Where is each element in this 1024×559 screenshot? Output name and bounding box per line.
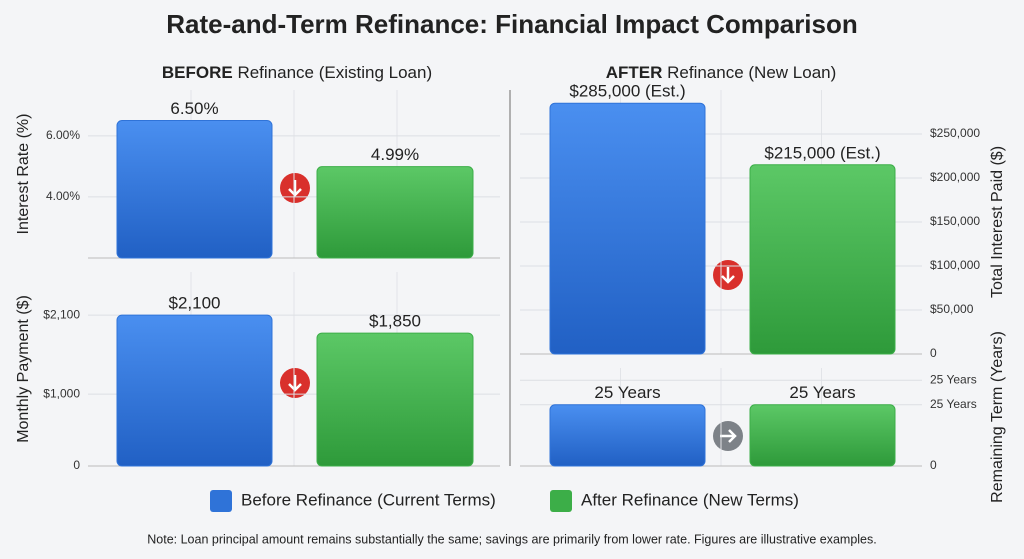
value-label: $1,850 — [369, 312, 421, 331]
y-tick-label: 0 — [930, 346, 937, 360]
y-tick-label: $100,000 — [930, 258, 980, 272]
y-tick-label: $200,000 — [930, 170, 980, 184]
y-tick-label: 0 — [73, 458, 80, 472]
note: Note: Loan principal amount remains subs… — [147, 532, 876, 546]
bar — [549, 404, 706, 467]
value-label: $2,100 — [169, 294, 221, 313]
bar — [116, 120, 273, 259]
y-tick-label: $1,000 — [43, 386, 80, 400]
legend-label: After Refinance (New Terms) — [581, 490, 799, 509]
bar — [749, 164, 896, 355]
legend-swatch — [550, 490, 572, 512]
value-label: $285,000 (Est.) — [569, 82, 685, 101]
value-label: 6.50% — [170, 99, 218, 118]
bar — [749, 404, 896, 467]
y-axis-label: Remaining Term (Years) — [989, 331, 1006, 503]
panel-title: BEFORE Refinance (Existing Loan) — [162, 63, 432, 82]
title: Rate-and-Term Refinance: Financial Impac… — [166, 9, 858, 39]
y-tick-label: 25 Years — [930, 397, 977, 411]
y-tick-label: 4.00% — [46, 189, 80, 203]
legend-swatch — [210, 490, 232, 512]
y-tick-label: $50,000 — [930, 302, 974, 316]
y-tick-label: $250,000 — [930, 126, 980, 140]
value-label: $215,000 (Est.) — [764, 143, 880, 162]
arrow-icon — [713, 260, 743, 290]
y-axis-label: Monthly Payment ($) — [15, 295, 32, 443]
legend-label: Before Refinance (Current Terms) — [241, 490, 496, 509]
y-tick-label: $150,000 — [930, 214, 980, 228]
panel-title: AFTER Refinance (New Loan) — [606, 63, 837, 82]
arrow-icon — [713, 421, 743, 451]
value-label: 25 Years — [789, 383, 855, 402]
arrow-icon — [280, 368, 310, 398]
arrow-icon — [280, 173, 310, 203]
value-label: 4.99% — [371, 145, 419, 164]
value-label: 25 Years — [594, 383, 660, 402]
bar — [316, 332, 474, 467]
bar — [116, 314, 273, 467]
y-tick-label: 6.00% — [46, 128, 80, 142]
y-tick-label: 25 Years — [930, 372, 977, 386]
bar — [316, 166, 474, 259]
y-axis-label: Interest Rate (%) — [15, 114, 32, 235]
bar — [549, 102, 706, 355]
y-tick-label: $2,100 — [43, 307, 80, 321]
y-axis-label: Total Interest Paid ($) — [989, 146, 1006, 298]
y-tick-label: 0 — [930, 458, 937, 472]
